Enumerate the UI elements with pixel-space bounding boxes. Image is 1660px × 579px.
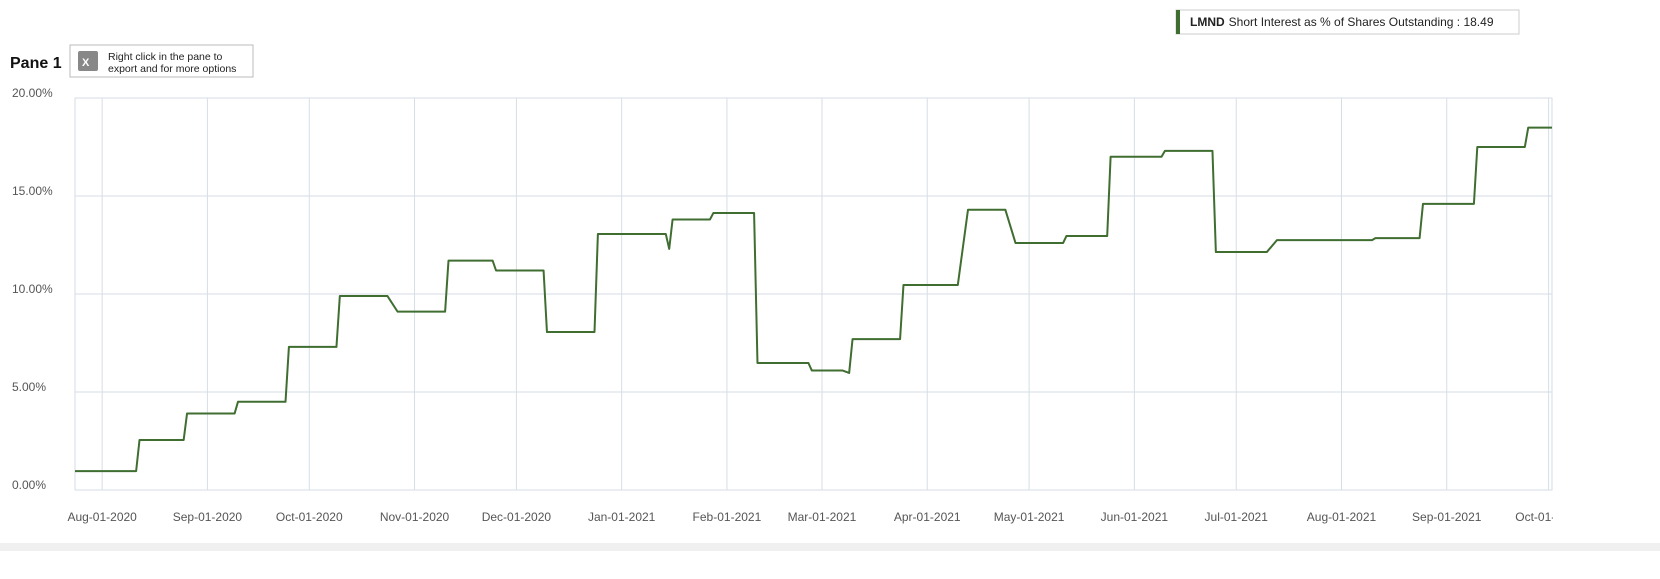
legend-label: Short Interest as % of Shares Outstandin…	[1229, 15, 1494, 29]
excel-icon-glyph: X	[82, 57, 90, 69]
legend-name: LMND	[1190, 15, 1225, 29]
x-tick-label: Mar-01-2021	[788, 510, 857, 524]
x-tick-label: Aug-01-2021	[1307, 510, 1377, 524]
excel-icon	[78, 51, 98, 71]
x-tick-label: Oct-01-2020	[276, 510, 343, 524]
x-tick-label: Aug-01-2020	[67, 510, 137, 524]
legend-swatch	[1176, 10, 1180, 34]
x-tick-label: Nov-01-2020	[380, 510, 450, 524]
x-tick-label: Jul-01-2021	[1205, 510, 1269, 524]
hint-line: Right click in the pane to	[108, 51, 223, 63]
hint-line: export and for more options	[108, 63, 236, 75]
export-hint[interactable]: X Right click in the pane to export and …	[69, 44, 254, 78]
x-tick-label: Feb-01-2021	[693, 510, 762, 524]
y-tick-label: 0.00%	[12, 478, 46, 492]
x-tick-label: Oct-01-2021	[1515, 510, 1582, 524]
x-tick-label: Jun-01-2021	[1101, 510, 1169, 524]
x-tick-label: Dec-01-2020	[482, 510, 552, 524]
y-tick-label: 10.00%	[12, 282, 53, 296]
legend: LMND Short Interest as % of Shares Outsta…	[1175, 9, 1520, 35]
x-tick-label: Sep-01-2020	[173, 510, 243, 524]
data-line	[75, 126, 1552, 473]
x-tick-label: Apr-01-2021	[894, 510, 961, 524]
y-tick-label: 5.00%	[12, 380, 46, 394]
y-tick-label: 20.00%	[12, 86, 53, 100]
hint-box	[69, 44, 254, 78]
x-tick-label: Jan-01-2021	[588, 510, 656, 524]
y-tick-label: 15.00%	[12, 184, 53, 198]
legend-entry: LMND Short Interest as % of Shares Outsta…	[1190, 15, 1494, 29]
x-tick-label: May-01-2021	[994, 510, 1065, 524]
pane-label: Pane 1	[10, 55, 62, 72]
x-tick-label: Sep-01-2021	[1412, 510, 1482, 524]
footer-strip	[0, 543, 1660, 551]
x-axis: Aug-01-2020 Sep-01-2020 Oct-01-2020 Nov-01-…	[67, 510, 1582, 524]
